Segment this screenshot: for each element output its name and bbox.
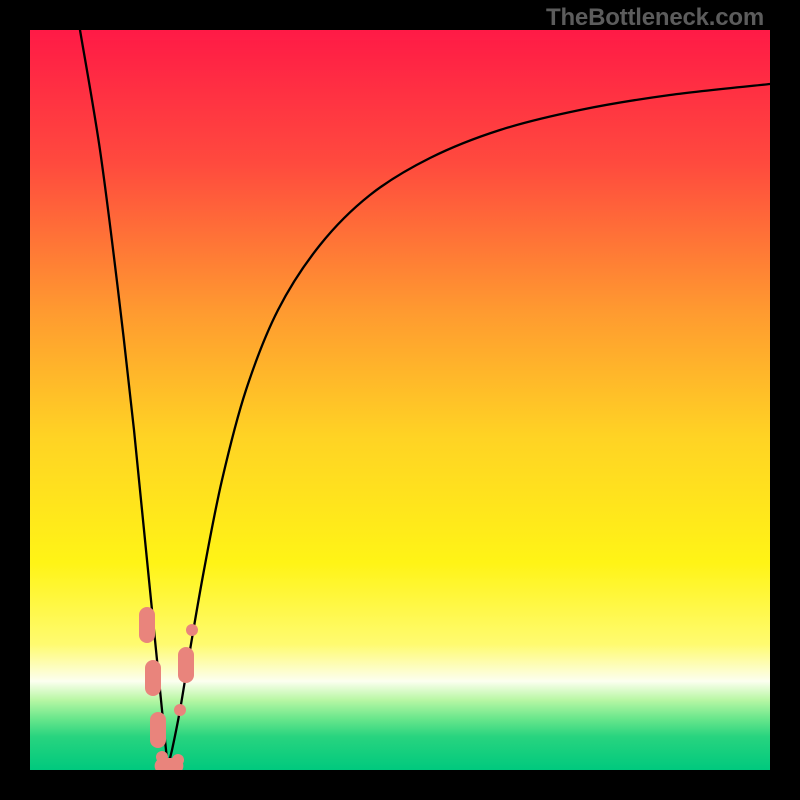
watermark-label: TheBottleneck.com <box>546 4 764 32</box>
marker-point <box>172 754 184 766</box>
plot-area <box>30 30 770 770</box>
marker-point <box>186 624 198 636</box>
chart-frame: TheBottleneck.com <box>0 0 800 800</box>
bottleneck-curve-right <box>168 84 770 765</box>
marker-point <box>139 607 155 643</box>
marker-point <box>178 647 194 683</box>
marker-point <box>145 660 161 696</box>
marker-point <box>174 704 186 716</box>
bottleneck-curve-left <box>80 30 168 765</box>
curve-layer <box>30 30 770 770</box>
markers-group <box>139 607 198 770</box>
marker-point <box>150 712 166 748</box>
